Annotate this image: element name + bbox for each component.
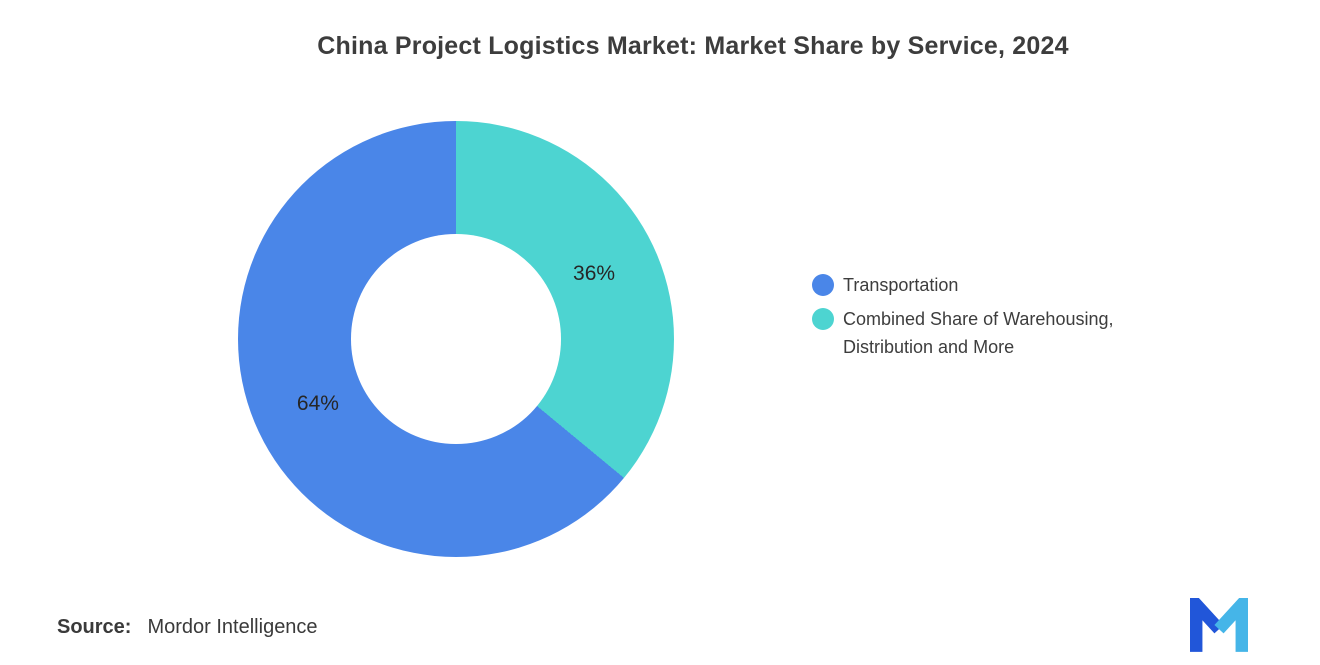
- segment-value-label: 64%: [296, 391, 339, 415]
- donut-chart: 36% 64%: [238, 121, 674, 557]
- legend-item-warehousing: Combined Share of Warehousing, Distribut…: [812, 305, 1113, 361]
- donut-hole: [351, 234, 561, 444]
- chart-title: China Project Logistics Market: Market S…: [317, 32, 1069, 60]
- legend-label: Combined Share of Warehousing, Distribut…: [843, 309, 1114, 357]
- source-note: Source: Mordor Intelligence: [57, 616, 318, 639]
- legend-label: Transportation: [843, 275, 959, 295]
- source-value: Mordor Intelligence: [147, 616, 318, 638]
- legend-item-transportation: Transportation: [812, 271, 1113, 299]
- legend-dot: [812, 274, 834, 296]
- legend-dot: [812, 308, 834, 330]
- source-label: Source:: [57, 616, 132, 638]
- segment-value-label: 36%: [573, 262, 616, 286]
- mordor-intelligence-logo: [1190, 588, 1248, 652]
- chart-legend: Transportation Combined Share of Warehou…: [812, 271, 1113, 361]
